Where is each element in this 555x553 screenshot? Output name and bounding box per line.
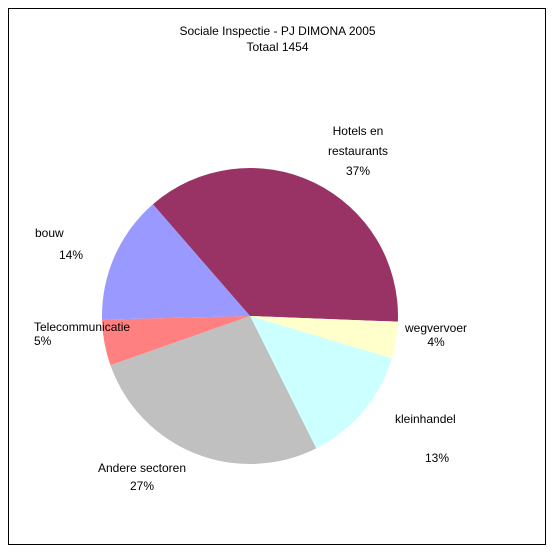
slice-name-hotels-en-restaurants: Hotels en restaurants: [327, 124, 389, 158]
slice-percent-kleinhandel: 13%: [425, 451, 450, 465]
slice-name-wegvervoer: wegvervoer: [404, 321, 468, 335]
slice-percent-wegvervoer: 4%: [427, 335, 445, 349]
slice-label-hotels-en-restaurants: Hotels en restaurants 37%: [303, 121, 413, 181]
slice-percent-hotels-en-restaurants: 37%: [345, 164, 371, 178]
slice-percent-andere-sectoren: 27%: [129, 479, 155, 493]
slice-label-andere-sectoren: Andere sectoren 27%: [82, 459, 202, 495]
slice-percent-telecommunicatie: 5%: [34, 334, 52, 348]
slice-name-bouw: bouw: [35, 226, 64, 240]
slice-percent-bouw: 14%: [59, 248, 84, 262]
slice-name-kleinhandel: kleinhandel: [395, 412, 456, 426]
chart-subtitle: Totaal 1454: [246, 40, 309, 54]
slice-name-telecommunicatie: Telecommunicatie: [34, 320, 131, 334]
pie-slice-bouw: [101, 204, 251, 320]
pie-slice-telecommunicatie: [102, 316, 250, 366]
slice-name-andere-sectoren: Andere sectoren: [97, 461, 187, 475]
pie-slice-wegvervoer: [250, 316, 398, 359]
pie-slice-kleinhandel: [250, 316, 392, 449]
pie-slice-andere-sectoren: [110, 316, 317, 464]
slice-label-bouw: bouw 14%: [35, 222, 83, 266]
chart-title: Sociale Inspectie - PJ DIMONA 2005: [179, 24, 376, 38]
pie-slice-hotels-en-restaurants: [152, 167, 398, 322]
slice-label-wegvervoer: wegvervoer 4%: [398, 321, 474, 349]
slice-label-telecommunicatie: Telecommunicatie 5%: [34, 320, 130, 348]
